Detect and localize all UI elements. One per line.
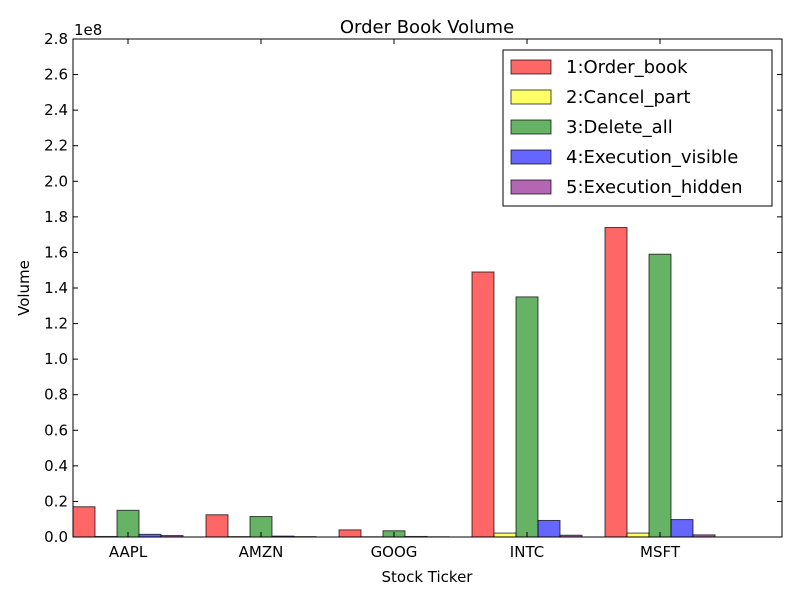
bar-2-cancel-part-intc	[493, 532, 517, 538]
y-axis-label: Volume	[15, 260, 33, 316]
y-tick-label: 2.4	[44, 101, 68, 119]
y-tick-label: 0.0	[44, 528, 68, 546]
y-tick-label: 1.8	[44, 208, 68, 226]
legend-label: 3:Delete_all	[566, 117, 673, 138]
legend-label: 4:Execution_visible	[566, 147, 738, 168]
legend-swatch	[510, 119, 552, 135]
bar-1-order-book-aapl	[72, 506, 96, 538]
legend-label: 2:Cancel_part	[566, 87, 690, 108]
y-tick-label: 0.2	[44, 492, 68, 510]
legend-swatch	[510, 89, 552, 105]
y-tick-label: 1.4	[44, 279, 68, 297]
legend: 1:Order_book 2:Cancel_part 3:Delete_all 4:E…	[502, 49, 773, 207]
y-tick-label: 2.2	[44, 137, 68, 155]
y-tick-label: 1.0	[44, 350, 68, 368]
x-tick-label: AMZN	[239, 543, 284, 561]
plot-area-frame	[72, 38, 783, 538]
x-tick-label: AAPL	[109, 543, 148, 561]
x-tick-label: INTC	[510, 543, 544, 561]
bar-1-order-book-intc	[471, 271, 495, 538]
legend-swatch	[510, 179, 552, 195]
bar-3-delete-all-intc	[515, 296, 539, 538]
x-axis-label: Stock Ticker	[382, 568, 474, 586]
legend-label: 1:Order_book	[566, 57, 688, 78]
legend-swatch	[510, 59, 552, 75]
y-tick-label: 1.2	[44, 315, 68, 333]
y-tick-label: 1.6	[44, 243, 68, 261]
legend-label: 5:Execution_hidden	[566, 177, 743, 198]
bar-1-order-book-goog	[338, 529, 362, 538]
legend-swatch	[510, 149, 552, 165]
y-tick-label: 2.0	[44, 172, 68, 190]
chart-title: Order Book Volume	[340, 17, 514, 38]
bar-4-execution-visible-msft	[670, 519, 694, 538]
y-tick-label: 0.4	[44, 457, 68, 475]
y-tick-label: 0.8	[44, 386, 68, 404]
axis-ticks-group: 0.0 0.2 0.4 0.6 0.8 1.0 1.2 1.4 1.6 1.8 2.0 2.2 2.4 2…	[44, 30, 782, 561]
y-tick-label: 2.6	[44, 66, 68, 84]
bar-2-cancel-part-msft	[626, 532, 650, 538]
y-tick-label: 0.6	[44, 421, 68, 439]
x-tick-label: MSFT	[640, 543, 681, 561]
bar-1-order-book-amzn	[205, 514, 229, 538]
bar-4-execution-visible-intc	[537, 519, 561, 538]
y-axis-multiplier-label: 1e8	[74, 21, 102, 39]
y-tick-label: 2.8	[44, 30, 68, 48]
x-tick-label: GOOG	[371, 543, 418, 561]
bar-3-delete-all-msft	[648, 253, 672, 538]
bar-1-order-book-msft	[604, 227, 628, 538]
bars-group	[72, 227, 716, 538]
